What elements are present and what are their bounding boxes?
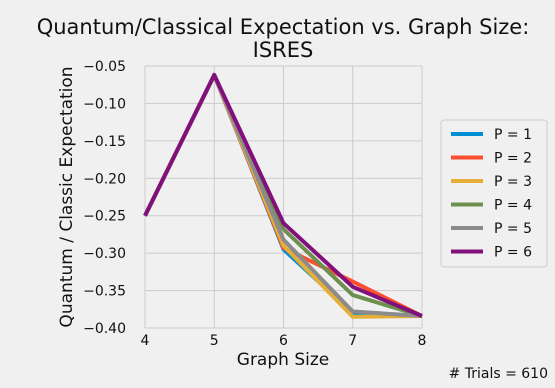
legend-label-p4: P = 4 xyxy=(494,198,532,214)
y-tick-label: −0.05 xyxy=(83,59,126,75)
y-tick-label: −0.15 xyxy=(83,134,126,150)
x-tick-label: 4 xyxy=(141,333,150,349)
x-axis-label: Graph Size xyxy=(237,350,329,370)
legend-label-p6: P = 6 xyxy=(494,245,532,261)
y-tick-label: −0.10 xyxy=(83,96,126,112)
y-tick-label: −0.25 xyxy=(83,209,126,225)
legend: P = 1 P = 2 P = 3 P = 4 P = 5 P = 6 xyxy=(440,119,548,268)
y-tick-label: −0.40 xyxy=(83,321,126,337)
legend-label-p3: P = 3 xyxy=(494,174,532,190)
y-axis-label: Quantum / Classic Expectation xyxy=(57,66,77,327)
chart-title-line-2: ISRES xyxy=(253,38,314,62)
chart-title-line-1: Quantum/Classical Expectation vs. Graph … xyxy=(37,15,530,39)
y-tick-label: −0.35 xyxy=(83,284,126,300)
x-tick-label: 6 xyxy=(279,333,288,349)
legend-label-p5: P = 5 xyxy=(494,221,532,237)
series-line-p6 xyxy=(143,72,423,318)
legend-label-p2: P = 2 xyxy=(494,151,532,167)
y-tick-labels: −0.05 −0.10 −0.15 −0.20 −0.25 −0.30 −0.35 −0.40 xyxy=(83,59,126,337)
grid-lines xyxy=(144,65,423,329)
y-tick-label: −0.30 xyxy=(83,246,126,262)
legend-label-p1: P = 1 xyxy=(494,127,532,143)
x-tick-label: 7 xyxy=(348,333,357,349)
y-tick-label: −0.20 xyxy=(83,171,126,187)
trials-footnote: # Trials = 610 xyxy=(449,366,548,382)
x-tick-label: 5 xyxy=(210,333,219,349)
x-tick-labels: 4 5 6 7 8 xyxy=(141,333,427,349)
series-lines xyxy=(143,72,423,319)
x-tick-label: 8 xyxy=(418,333,427,349)
